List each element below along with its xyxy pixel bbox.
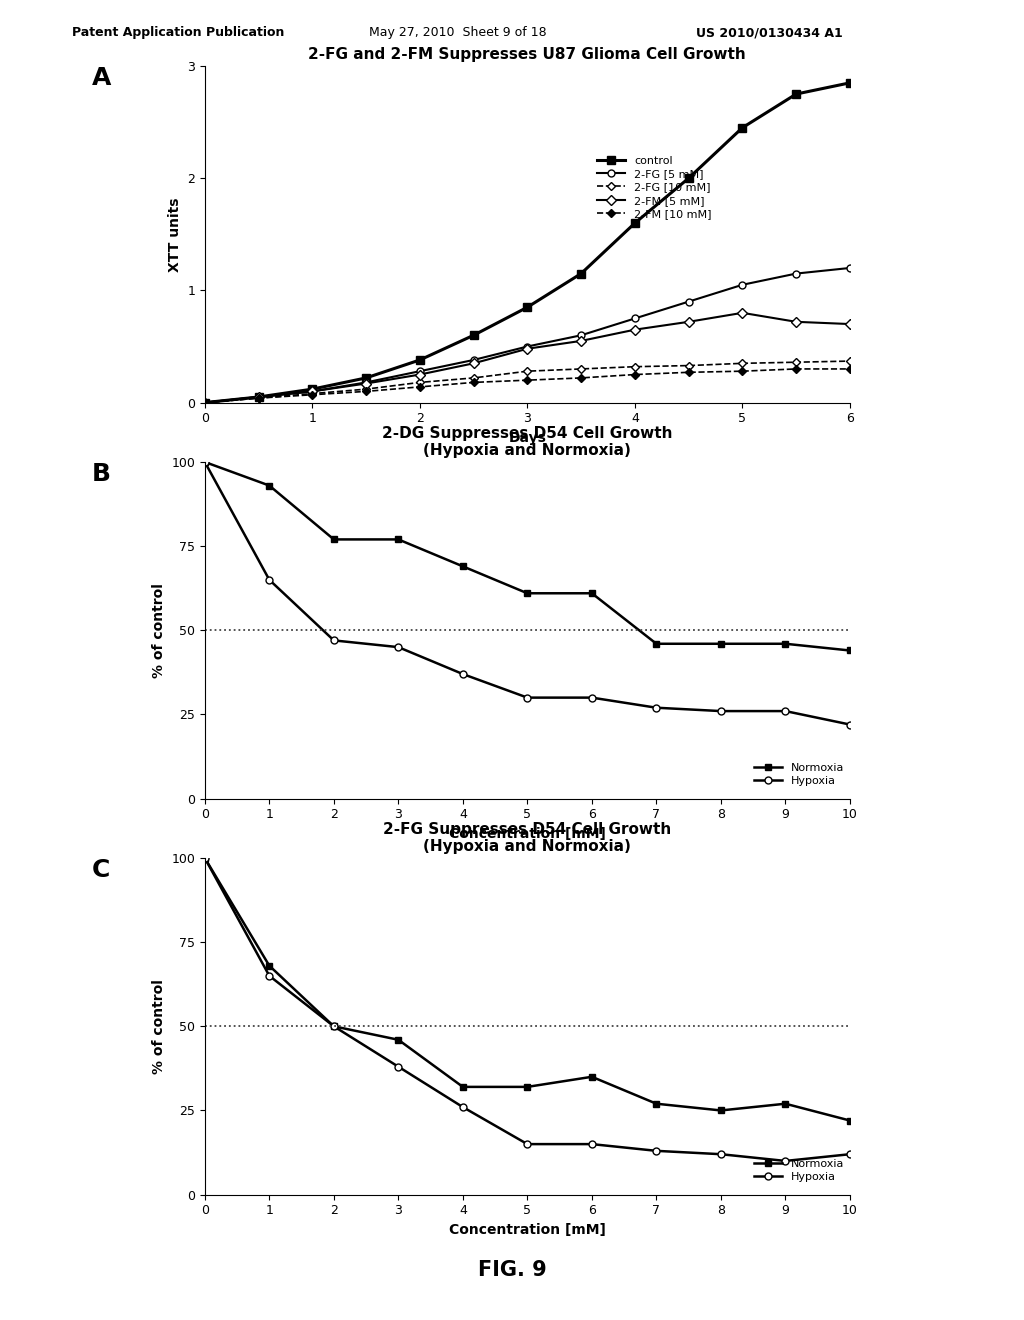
Y-axis label: % of control: % of control: [152, 979, 166, 1073]
Legend: control, 2-FG [5 mM], 2-FG [10 mM], 2-FM [5 mM], 2-FM [10 mM]: control, 2-FG [5 mM], 2-FG [10 mM], 2-FM…: [597, 156, 712, 219]
Text: May 27, 2010  Sheet 9 of 18: May 27, 2010 Sheet 9 of 18: [369, 26, 546, 40]
Y-axis label: % of control: % of control: [152, 583, 166, 677]
Title: 2-FG and 2-FM Suppresses U87 Glioma Cell Growth: 2-FG and 2-FM Suppresses U87 Glioma Cell…: [308, 48, 746, 62]
Text: FIG. 9: FIG. 9: [477, 1261, 547, 1280]
X-axis label: Concentration [mM]: Concentration [mM]: [449, 1222, 606, 1237]
Text: C: C: [92, 858, 111, 882]
Legend: Normoxia, Hypoxia: Normoxia, Hypoxia: [755, 763, 845, 787]
Title: 2-DG Suppresses D54 Cell Growth
(Hypoxia and Normoxia): 2-DG Suppresses D54 Cell Growth (Hypoxia…: [382, 425, 673, 458]
X-axis label: Concentration [mM]: Concentration [mM]: [449, 826, 606, 841]
Text: US 2010/0130434 A1: US 2010/0130434 A1: [696, 26, 843, 40]
Y-axis label: XTT units: XTT units: [168, 197, 181, 272]
Title: 2-FG Suppresses D54 Cell Growth
(Hypoxia and Normoxia): 2-FG Suppresses D54 Cell Growth (Hypoxia…: [383, 821, 672, 854]
X-axis label: Days: Days: [509, 430, 546, 445]
Text: B: B: [92, 462, 112, 486]
Text: A: A: [92, 66, 112, 90]
Legend: Normoxia, Hypoxia: Normoxia, Hypoxia: [755, 1159, 845, 1183]
Text: Patent Application Publication: Patent Application Publication: [72, 26, 284, 40]
